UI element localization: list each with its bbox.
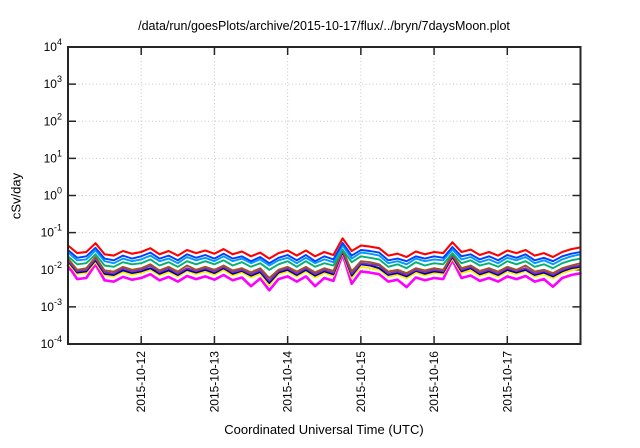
- y-tick-label: 103: [44, 74, 62, 91]
- plot-border: [67, 46, 582, 345]
- gridlines: [68, 47, 581, 344]
- y-tick-label: 102: [44, 111, 62, 128]
- data-series-magenta: [66, 253, 582, 292]
- x-tick-label: 2015-10-12: [134, 351, 148, 413]
- y-tick-label: 10-2: [41, 260, 62, 277]
- plot-title: /data/run/goesPlots/archive/2015-10-17/f…: [138, 19, 510, 33]
- data-series-purple: [67, 250, 582, 282]
- data-series-yellow: [67, 252, 582, 287]
- x-tick-label: 2015-10-17: [500, 351, 514, 413]
- y-tick-label: 10-4: [41, 334, 62, 351]
- y-tick-label: 101: [44, 148, 62, 165]
- y-tick-label: 10-3: [41, 297, 62, 314]
- x-axis-label: Coordinated Universal Time (UTC): [224, 422, 424, 437]
- x-tick-label: 2015-10-14: [281, 351, 295, 413]
- y-tick-label: 104: [44, 37, 62, 54]
- y-tick-labels: 104 103 102 101 100 10-1 10-2 10-3 10-4: [41, 37, 62, 351]
- data-series-red: [66, 237, 582, 260]
- x-tick-label: 2015-10-16: [427, 351, 441, 413]
- y-tick-label: 100: [44, 186, 62, 203]
- x-tick-label: 2015-10-13: [207, 351, 221, 413]
- data-series-navy: [67, 251, 582, 284]
- data-series-light-blue: [67, 244, 582, 267]
- data-series-sea-green: [67, 248, 582, 271]
- data-series-brown: [67, 248, 582, 279]
- x-tick-label: 2015-10-15: [354, 351, 368, 413]
- x-tick-labels: 2015-10-12 2015-10-13 2015-10-14 2015-10-15…: [134, 351, 514, 413]
- data-series-blue: [67, 241, 582, 265]
- y-tick-label: 10-1: [41, 223, 62, 240]
